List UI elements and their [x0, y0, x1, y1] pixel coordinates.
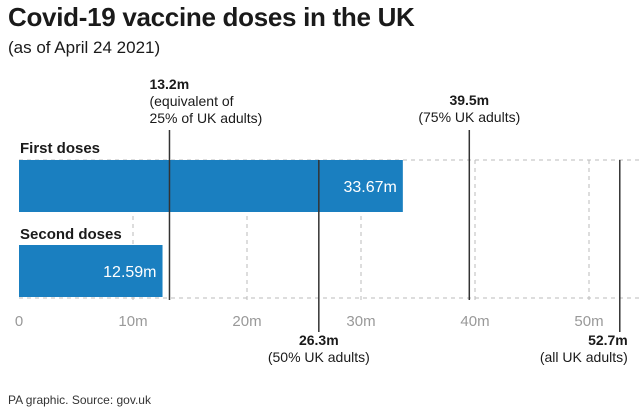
reference-label: (equivalent of [149, 93, 233, 109]
reference-label: 13.2m [149, 76, 189, 92]
x-tick-label: 30m [346, 313, 375, 330]
x-tick-label: 20m [232, 313, 261, 330]
x-axis-ticks: 0 10m 20m 30m 40m 50m [15, 313, 604, 330]
x-tick-label: 0 [15, 313, 23, 330]
x-tick-label: 40m [460, 313, 489, 330]
reference-label: (50% UK adults) [268, 349, 370, 365]
category-label: Second doses [20, 226, 122, 243]
chart-title: Covid-19 vaccine doses in the UK [8, 2, 415, 32]
reference-label: 52.7m [588, 332, 628, 348]
data-label: 33.67m [343, 179, 396, 196]
bar-layer: First doses 33.67m Second doses 12.59m [19, 140, 403, 297]
category-label: First doses [20, 140, 100, 157]
reference-label: 25% of UK adults) [149, 110, 262, 126]
chart-subtitle: (as of April 24 2021) [8, 38, 161, 57]
data-label: 12.59m [103, 264, 156, 281]
bar [19, 245, 163, 297]
reference-label: 26.3m [299, 332, 339, 348]
source-note: PA graphic. Source: gov.uk [8, 393, 151, 407]
reference-label: 39.5m [449, 92, 489, 108]
x-tick-label: 50m [574, 313, 603, 330]
reference-label: (all UK adults) [540, 349, 628, 365]
x-tick-label: 10m [118, 313, 147, 330]
bar [19, 160, 403, 212]
reference-label: (75% UK adults) [418, 109, 520, 125]
